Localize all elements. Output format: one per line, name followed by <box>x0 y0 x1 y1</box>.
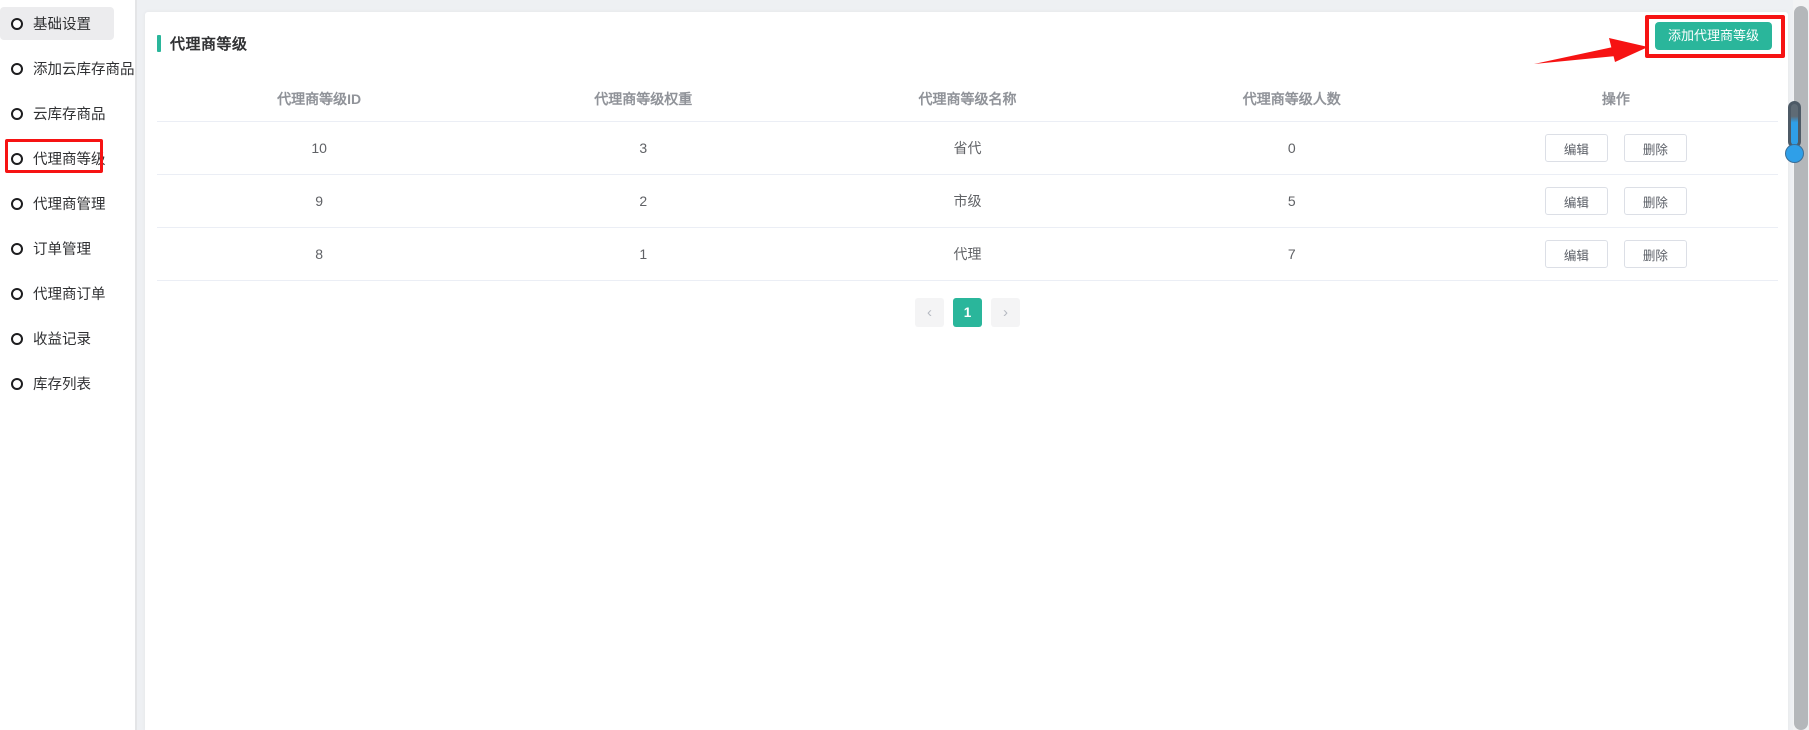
sidebar-item-label: 基础设置 <box>33 17 91 33</box>
cell-actions: 编辑 删除 <box>1454 187 1778 215</box>
page-number-button[interactable]: 1 <box>953 298 982 327</box>
thermometer-bulb <box>1785 144 1804 163</box>
cell-level-count: 7 <box>1287 246 1296 262</box>
sidebar-item-order-management[interactable]: 订单管理 <box>0 226 135 271</box>
sidebar-item-label: 代理商管理 <box>33 197 106 213</box>
cell-level-count: 0 <box>1287 140 1296 156</box>
column-header-level-id: 代理商等级ID <box>277 90 362 107</box>
sidebar-item-agent-orders[interactable]: 代理商订单 <box>0 271 135 316</box>
radio-circle-icon <box>11 17 23 30</box>
next-page-button[interactable]: › <box>991 298 1020 327</box>
cell-actions: 编辑 删除 <box>1454 134 1778 162</box>
scrollbar[interactable] <box>1793 0 1809 730</box>
cell-level-name: 省代 <box>953 140 982 156</box>
page-title: 代理商等级 <box>170 35 248 53</box>
cell-level-id: 9 <box>315 193 323 209</box>
column-header-actions: 操作 <box>1601 90 1630 107</box>
sidebar-item-cloud-stock-products[interactable]: 云库存商品 <box>0 91 135 136</box>
delete-button[interactable]: 删除 <box>1623 240 1687 268</box>
cell-level-name: 市级 <box>953 193 982 209</box>
sidebar-item-agent-levels[interactable]: 代理商等级 <box>0 136 135 181</box>
cell-level-weight: 2 <box>639 193 648 209</box>
add-agent-level-button[interactable]: 添加代理商等级 <box>1654 22 1772 50</box>
sidebar-item-label: 添加云库存商品 <box>33 62 135 78</box>
table-row: 9 2 市级 5 编辑 删除 <box>157 175 1778 228</box>
sidebar-item-label: 代理商订单 <box>33 287 106 303</box>
delete-button[interactable]: 删除 <box>1623 134 1687 162</box>
annotation-box-add-button: 添加代理商等级 <box>1644 15 1785 58</box>
thermometer-icon[interactable] <box>1785 101 1805 165</box>
sidebar-item-earnings-records[interactable]: 收益记录 <box>0 316 135 361</box>
delete-button[interactable]: 删除 <box>1623 187 1687 215</box>
table-row: 10 3 省代 0 编辑 删除 <box>157 122 1778 175</box>
scrollbar-thumb[interactable] <box>1794 6 1808 730</box>
radio-circle-icon <box>11 107 23 120</box>
cell-level-id: 8 <box>315 246 323 262</box>
radio-circle-icon <box>11 377 23 390</box>
title-accent-bar <box>157 34 161 52</box>
pagination: ‹ 1 › <box>157 298 1778 327</box>
column-header-level-weight: 代理商等级权重 <box>594 90 693 107</box>
cell-level-name: 代理 <box>953 246 982 262</box>
sidebar-item-label: 云库存商品 <box>33 107 106 123</box>
radio-circle-icon <box>11 197 23 210</box>
sidebar-item-label: 订单管理 <box>33 242 91 258</box>
sidebar: 基础设置 添加云库存商品 云库存商品 代理商等级 代理商管理 订单管理 代理商订… <box>0 0 137 730</box>
cell-level-weight: 1 <box>639 246 648 262</box>
sidebar-item-stock-list[interactable]: 库存列表 <box>0 361 135 406</box>
content-panel: 代理商等级 添加代理商等级 代理商等级ID 代理商等级权重 代理商等级名称 代理… <box>145 12 1788 730</box>
radio-circle-icon <box>11 242 23 255</box>
sidebar-item-add-cloud-stock-product[interactable]: 添加云库存商品 <box>0 46 135 91</box>
edit-button[interactable]: 编辑 <box>1544 240 1608 268</box>
sidebar-item-basic-settings[interactable]: 基础设置 <box>0 1 135 46</box>
prev-page-button[interactable]: ‹ <box>915 298 944 327</box>
column-header-level-count: 代理商等级人数 <box>1242 90 1341 107</box>
radio-circle-icon <box>11 287 23 300</box>
edit-button[interactable]: 编辑 <box>1544 187 1608 215</box>
sidebar-item-label: 代理商等级 <box>33 152 106 168</box>
thermometer-tube <box>1788 101 1801 148</box>
cell-level-id: 10 <box>311 140 327 156</box>
panel-title: 代理商等级 <box>157 34 1778 53</box>
sidebar-item-agent-management[interactable]: 代理商管理 <box>0 181 135 226</box>
column-header-level-name: 代理商等级名称 <box>918 90 1017 107</box>
table-header-row: 代理商等级ID 代理商等级权重 代理商等级名称 代理商等级人数 操作 <box>157 76 1778 122</box>
radio-circle-icon <box>11 62 23 75</box>
edit-button[interactable]: 编辑 <box>1544 134 1608 162</box>
sidebar-item-label: 库存列表 <box>33 377 91 393</box>
cell-level-weight: 3 <box>639 140 648 156</box>
radio-circle-icon <box>11 152 23 165</box>
cell-level-count: 5 <box>1287 193 1296 209</box>
cell-actions: 编辑 删除 <box>1454 240 1778 268</box>
radio-circle-icon <box>11 332 23 345</box>
table-row: 8 1 代理 7 编辑 删除 <box>157 228 1778 281</box>
sidebar-item-label: 收益记录 <box>33 332 91 348</box>
agent-level-table: 代理商等级ID 代理商等级权重 代理商等级名称 代理商等级人数 操作 10 3 … <box>157 76 1778 281</box>
